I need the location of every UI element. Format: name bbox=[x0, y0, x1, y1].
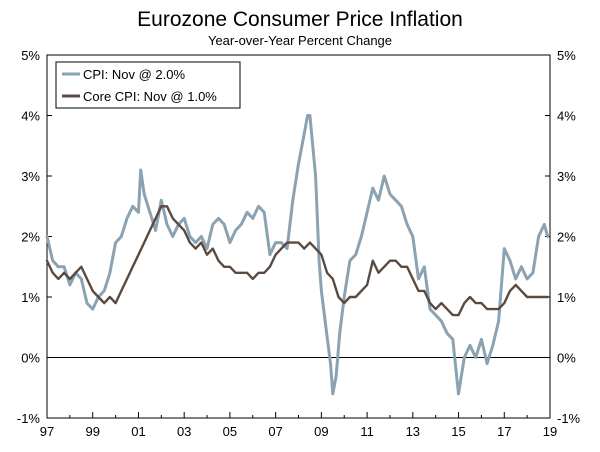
left-y-axis: -1% 0% 1% 2% 3% 4% 5% bbox=[17, 48, 52, 426]
y-tick-label-right: 0% bbox=[557, 351, 576, 366]
y-tick-label-left: 5% bbox=[21, 48, 40, 63]
x-tick-label: 03 bbox=[177, 424, 191, 439]
legend-box bbox=[55, 61, 241, 109]
x-tick-label: 19 bbox=[543, 424, 557, 439]
x-tick-label: 01 bbox=[131, 424, 145, 439]
y-tick-label-right: 2% bbox=[557, 230, 576, 245]
y-tick-label-left: 3% bbox=[21, 169, 40, 184]
y-tick-label-left: 0% bbox=[21, 351, 40, 366]
series-line-core-cpi bbox=[45, 205, 549, 317]
right-y-axis: -1% 0% 1% 2% 3% 4% 5% bbox=[545, 48, 581, 426]
chart-subtitle: Year-over-Year Percent Change bbox=[208, 33, 392, 48]
x-tick-label: 15 bbox=[451, 424, 465, 439]
y-tick-label-left: 2% bbox=[21, 230, 40, 245]
x-tick-label: 11 bbox=[360, 424, 374, 439]
series-line-cpi bbox=[45, 114, 550, 396]
y-tick-label-right: 1% bbox=[557, 290, 576, 305]
y-tick-label-right: 5% bbox=[557, 48, 576, 63]
x-tick-label: 07 bbox=[268, 424, 282, 439]
y-tick-label-left: 1% bbox=[21, 290, 40, 305]
x-tick-label: 97 bbox=[40, 424, 54, 439]
y-tick-label-left: -1% bbox=[17, 411, 41, 426]
y-tick-label-right: -1% bbox=[557, 411, 581, 426]
x-axis: 97 99 01 03 05 07 09 11 13 15 17 19 bbox=[40, 412, 557, 439]
x-tick-label: 99 bbox=[85, 424, 99, 439]
y-tick-label-right: 4% bbox=[557, 109, 576, 124]
legend-label-cpi: CPI: Nov @ 2.0% bbox=[83, 67, 186, 82]
legend: CPI: Nov @ 2.0% Core CPI: Nov @ 1.0% bbox=[55, 61, 241, 109]
y-tick-label-right: 3% bbox=[557, 169, 576, 184]
x-tick-label: 17 bbox=[497, 424, 511, 439]
x-tick-label: 05 bbox=[223, 424, 237, 439]
y-tick-label-left: 4% bbox=[21, 109, 40, 124]
x-tick-label: 13 bbox=[406, 424, 420, 439]
series-layer bbox=[45, 114, 550, 396]
chart-title: Eurozone Consumer Price Inflation bbox=[137, 8, 463, 31]
x-tick-label: 09 bbox=[314, 424, 328, 439]
legend-label-core-cpi: Core CPI: Nov @ 1.0% bbox=[83, 89, 217, 104]
